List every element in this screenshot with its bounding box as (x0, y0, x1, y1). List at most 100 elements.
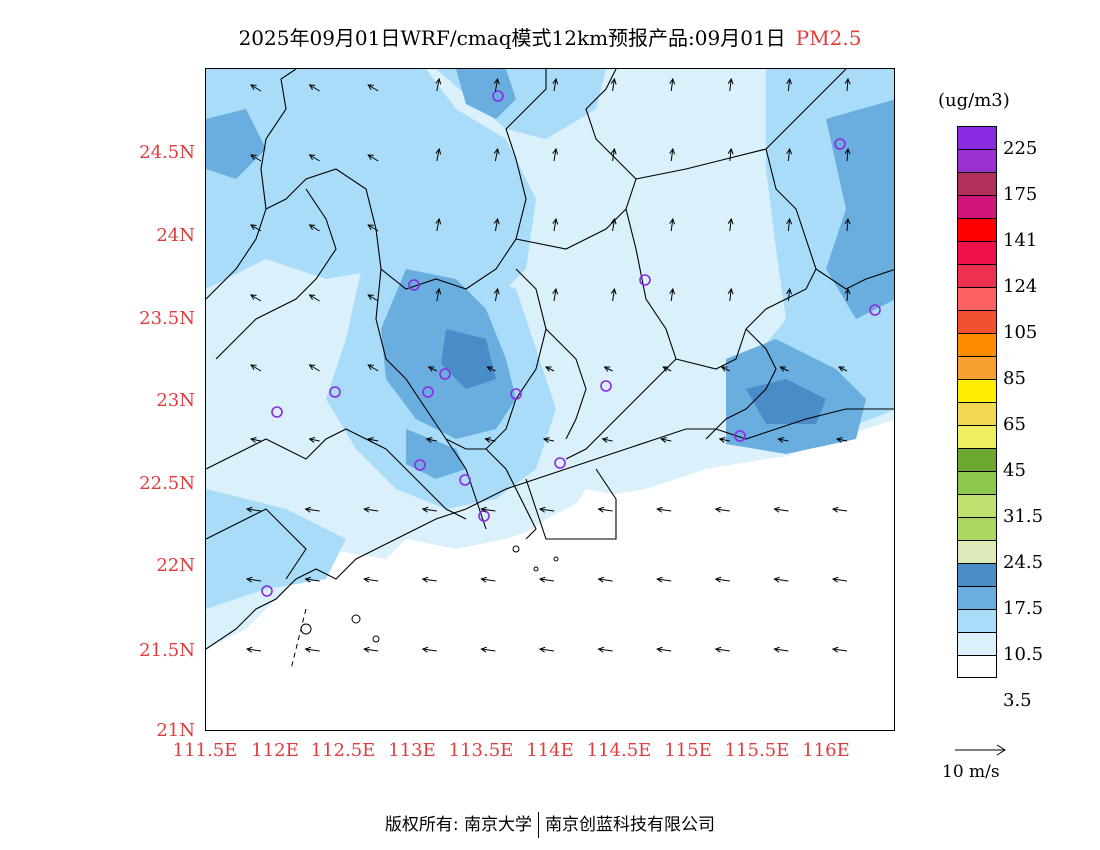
colorbar-swatch (957, 195, 997, 218)
wind-vector-head (245, 506, 253, 513)
colorbar-swatch (957, 517, 997, 540)
lat-label: 22.5N (139, 473, 195, 494)
wind-vector (832, 648, 848, 652)
wind-vector (309, 294, 320, 302)
lon-label: 114.5E (586, 740, 652, 761)
wind-vector-head (480, 646, 487, 653)
wind-vector-head (363, 576, 370, 583)
monitor-site (639, 274, 651, 286)
colorbar-swatch (957, 655, 997, 678)
wind-vector (545, 366, 555, 372)
colorbar-swatch (957, 586, 997, 609)
wind-vector (250, 84, 262, 92)
wind-vector (670, 288, 674, 302)
wind-vector (721, 366, 731, 372)
wind-vector-head (838, 366, 845, 372)
wind-vector-head (669, 147, 676, 155)
wind-vector (436, 218, 440, 232)
wind-vector (367, 224, 379, 232)
monitor-site (271, 406, 283, 418)
wind-vector-head (367, 437, 374, 443)
colorbar-swatch (957, 333, 997, 356)
wind-vector-head (669, 287, 676, 295)
monitor-site (459, 474, 471, 486)
wind-vector-head (484, 437, 491, 443)
colorbar (957, 126, 997, 678)
wind-vector-head (669, 77, 676, 85)
wind-vector-head (250, 154, 257, 160)
wind-vector-head (367, 224, 374, 230)
colorbar-label: 124 (1003, 276, 1038, 297)
wind-vectors (245, 77, 851, 653)
lon-label: 111.5E (172, 740, 238, 761)
wind-vector (305, 578, 320, 582)
wind-vector (436, 288, 440, 302)
wind-vector (787, 218, 791, 232)
wind-vector (602, 438, 613, 442)
wind-vector-head (421, 576, 429, 583)
wind-vector (729, 148, 732, 162)
wind-vector (250, 224, 262, 232)
lon-label: 113E (388, 740, 436, 761)
wind-vector-head (425, 437, 433, 443)
lon-label: 115E (664, 740, 712, 761)
wind-vector-head (249, 437, 257, 443)
pm-field-mid-sw (206, 489, 346, 609)
wind-vector-head (603, 366, 611, 372)
monitor-site (554, 457, 566, 469)
lat-label: 21N (156, 720, 195, 741)
colorbar-swatch (957, 356, 997, 379)
lon-label: 112E (251, 740, 299, 761)
pm-field-dark-6 (406, 429, 466, 479)
wind-vector (612, 148, 615, 162)
wind-vector-head (727, 77, 734, 85)
lon-label: 112.5E (310, 740, 376, 761)
wind-vector-head (308, 224, 316, 230)
pm-field-mid-west (206, 69, 536, 309)
colorbar-swatch (957, 425, 997, 448)
wind-vector-head (538, 506, 546, 513)
wind-vector (670, 148, 674, 162)
wind-vector (250, 364, 262, 372)
wind-vector-head (727, 147, 734, 155)
wind-vector-head (727, 287, 734, 295)
wind-vector-head (245, 646, 253, 653)
wind-vector (604, 366, 613, 372)
wind-vector (661, 438, 672, 442)
wind-vector-head (656, 576, 663, 583)
wind-vector-head (363, 506, 370, 513)
coastline (206, 408, 894, 650)
monitor-sites (261, 90, 881, 597)
wind-vector-head (773, 646, 780, 653)
monitor-site (492, 90, 504, 102)
lon-label: 115.5E (724, 740, 790, 761)
pm-field-dark-4 (456, 69, 516, 119)
monitor-site (414, 459, 426, 471)
wind-vector-head (597, 646, 605, 653)
colorbar-label: 10.5 (1003, 644, 1044, 665)
wind-vector-head (493, 217, 500, 225)
wind-vector-head (493, 77, 500, 85)
wind-vector-head (250, 294, 257, 300)
copyright-company: 南京创蓝科技有限公司 (545, 815, 716, 835)
monitor-site (422, 386, 434, 398)
wind-vector-head (421, 506, 429, 513)
wind-vector (539, 508, 555, 512)
wind-vector-head (831, 576, 839, 583)
wind-vector-head (493, 147, 500, 155)
wind-vector (836, 438, 848, 442)
wind-vector-head (480, 506, 487, 513)
monitor-site (439, 368, 451, 380)
colorbar-swatch (957, 632, 997, 655)
wind-vector (539, 648, 555, 652)
title-main: 2025年09月01日WRF/cmaq模式12km预报产品:09月01日 (238, 26, 786, 50)
wind-vector-head (773, 576, 780, 583)
wind-vector-head (786, 217, 793, 225)
wind-vector (494, 218, 499, 232)
wind-vector-head (844, 287, 851, 295)
wind-vector-head (308, 364, 316, 370)
wind-vector (657, 578, 672, 582)
wind-vector-head (304, 506, 312, 513)
wind-vector (598, 578, 613, 582)
wind-vector-head (727, 217, 734, 225)
